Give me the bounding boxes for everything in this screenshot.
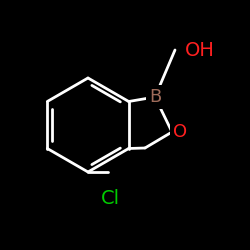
Text: O: O <box>173 123 187 141</box>
Text: OH: OH <box>185 40 215 60</box>
Text: B: B <box>149 88 161 106</box>
Text: Cl: Cl <box>100 188 119 208</box>
